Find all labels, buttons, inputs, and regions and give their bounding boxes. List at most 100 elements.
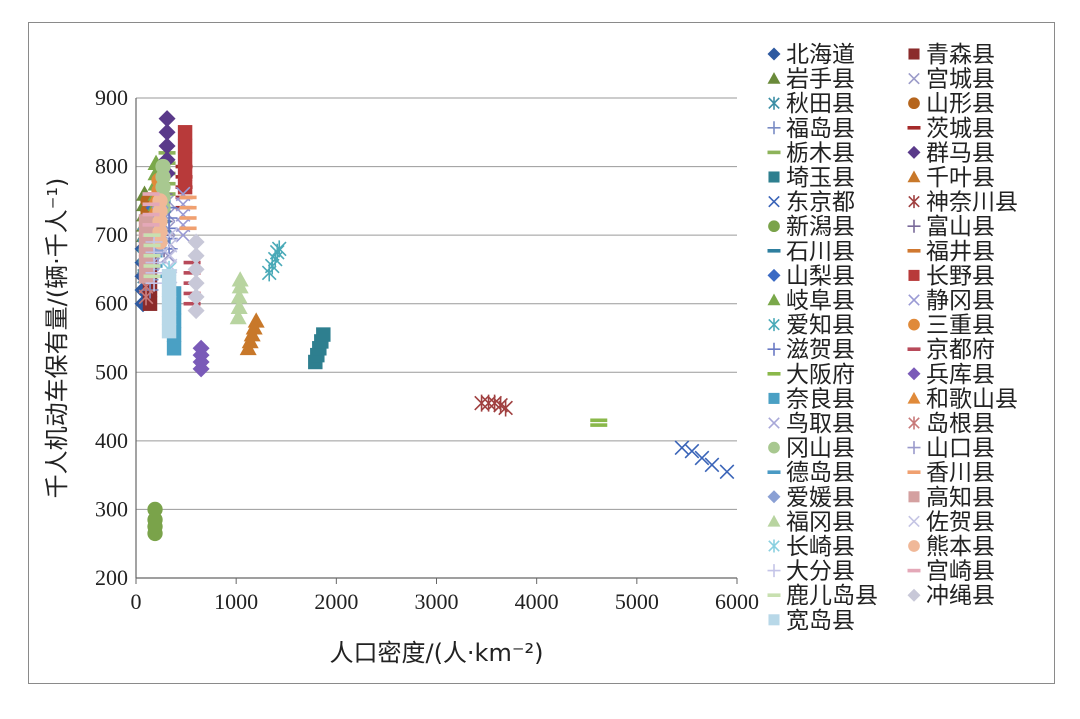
legend-label: 奈良县 <box>786 386 855 412</box>
data-point <box>179 195 197 200</box>
legend-marker <box>768 195 780 208</box>
legend-marker <box>768 417 780 429</box>
data-point <box>143 253 161 258</box>
legend-marker <box>907 126 921 130</box>
series-39 <box>229 271 249 325</box>
legend-marker <box>767 121 781 135</box>
legend-item: 德岛县 <box>767 460 855 486</box>
data-point <box>590 418 608 423</box>
series-23 <box>261 240 287 282</box>
data-point <box>162 248 178 264</box>
data-point <box>142 212 160 217</box>
data-point <box>498 399 513 417</box>
legend-item: 爱媛县 <box>767 485 855 511</box>
legend-item: 兵库县 <box>907 362 995 388</box>
legend-marker <box>767 268 781 282</box>
series-11 <box>308 327 331 370</box>
data-point <box>161 269 177 284</box>
legend-item: 京都府 <box>907 337 995 363</box>
legend-label: 神奈川县 <box>926 190 1018 216</box>
data-point <box>694 450 710 466</box>
legend-label: 兵库县 <box>926 362 995 388</box>
data-point <box>187 288 205 306</box>
series-15 <box>147 501 163 542</box>
data-point <box>704 457 720 473</box>
legend-label: 熊本县 <box>926 534 995 560</box>
data-point <box>177 166 193 181</box>
legend-label: 大分县 <box>786 559 855 585</box>
legend-item: 富山县 <box>907 214 995 240</box>
legend-marker <box>908 515 920 528</box>
data-point <box>142 192 160 196</box>
legend-item: 山口县 <box>907 436 995 462</box>
legend-item: 熊本县 <box>908 534 995 560</box>
legend-marker <box>907 568 921 573</box>
legend-marker <box>767 372 781 376</box>
legend-marker <box>908 416 920 430</box>
y-tick-label: 400 <box>95 428 128 453</box>
legend-label: 长崎县 <box>786 534 855 560</box>
legend-item: 静冈县 <box>908 288 995 314</box>
data-point <box>247 312 265 328</box>
legend-marker <box>907 145 921 159</box>
legend-label: 德岛县 <box>786 460 855 486</box>
y-tick-label: 700 <box>95 222 128 247</box>
legend-item: 鸟取县 <box>768 411 855 437</box>
data-point <box>684 443 700 459</box>
legend-label: 爱知县 <box>786 313 855 339</box>
series-46 <box>187 233 205 320</box>
x-axis-title: 人口密度/(人·km⁻²) <box>329 639 543 667</box>
legend-label: 山口县 <box>926 436 995 462</box>
data-point <box>719 464 735 480</box>
legend-item: 奈良县 <box>768 386 855 412</box>
y-tick-label: 800 <box>95 154 128 179</box>
data-point <box>187 274 205 292</box>
legend-label: 长野县 <box>926 263 995 289</box>
data-point <box>161 282 177 298</box>
legend-item: 青森县 <box>908 42 995 68</box>
legend-marker <box>768 392 780 404</box>
legend-label: 秋田县 <box>786 91 855 117</box>
legend-label: 北海道 <box>786 42 855 68</box>
legend-marker <box>907 347 921 351</box>
legend-marker <box>908 195 920 209</box>
legend-marker <box>908 294 920 306</box>
legend-label: 静冈县 <box>926 288 995 314</box>
data-point <box>143 243 161 248</box>
legend-marker <box>767 47 781 61</box>
legend-label: 新潟县 <box>786 214 855 240</box>
y-axis-title: 千人机动车保有量/(辆·千人⁻¹) <box>43 178 71 499</box>
legend-item: 福岛县 <box>767 116 855 142</box>
y-tick-label: 200 <box>95 565 128 590</box>
data-points <box>134 110 735 542</box>
legend-marker <box>908 48 920 60</box>
data-point <box>142 202 160 207</box>
legend-marker <box>767 470 781 474</box>
legend-item: 长野县 <box>908 263 995 289</box>
scatter-chart: 200 300 400 500 600 700 800 900 0 1000 2000 3000 40… <box>43 42 1018 667</box>
gridlines <box>136 97 737 510</box>
data-point <box>179 226 197 231</box>
legend-item: 长崎县 <box>768 534 855 560</box>
data-point <box>166 341 182 356</box>
legend-label: 高知县 <box>926 485 995 511</box>
legend-item: 岐阜县 <box>767 288 855 314</box>
legend-marker <box>768 171 780 183</box>
legend-marker <box>767 150 781 155</box>
data-point <box>177 152 193 167</box>
y-tick-label: 500 <box>95 359 128 384</box>
legend-label: 佐贺县 <box>926 509 995 535</box>
legend-label: 茨城县 <box>926 116 995 142</box>
legend-item: 秋田县 <box>768 91 855 117</box>
chart-frame: 200 300 400 500 600 700 800 900 0 1000 2000 3000 40… <box>28 22 1055 684</box>
legend-marker <box>768 441 780 454</box>
data-point <box>143 274 161 279</box>
series-45 <box>143 233 161 279</box>
series-12 <box>239 312 265 356</box>
legend-label: 福岛县 <box>786 116 855 142</box>
legend-item: 栃木县 <box>767 140 855 166</box>
legend-item: 埼玉县 <box>768 165 855 191</box>
legend-item: 爱知县 <box>768 313 855 339</box>
data-point <box>187 247 205 265</box>
data-point <box>271 240 287 258</box>
